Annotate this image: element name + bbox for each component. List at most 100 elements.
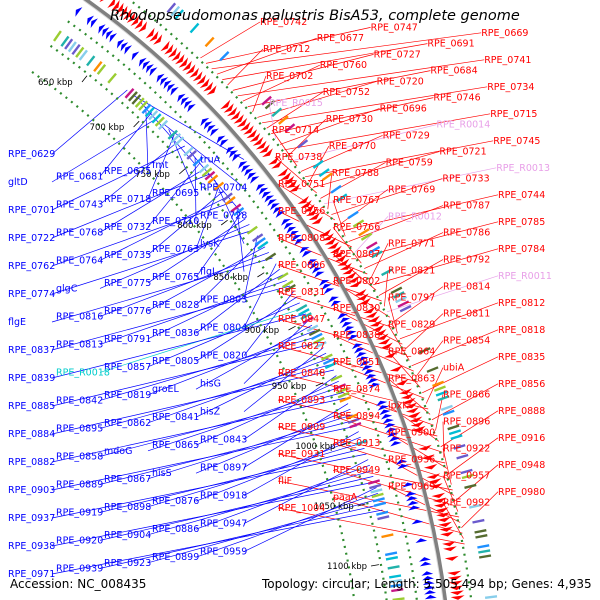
annotation-strip xyxy=(376,510,389,516)
reverse-gene-arrow xyxy=(206,124,216,133)
connector-line xyxy=(51,369,334,435)
gene-label: RPE_0746 xyxy=(433,93,480,104)
forward-gene-arrow xyxy=(400,393,414,399)
gene-label: hisG xyxy=(200,379,221,390)
reverse-gene-arrow xyxy=(219,139,229,148)
kbp-tick-label: 900 kbp xyxy=(245,326,280,336)
reverse-gene-arrow xyxy=(384,423,396,429)
gene-label: RPE_0939 xyxy=(56,563,103,574)
connector-line xyxy=(461,491,499,529)
forward-gene-arrow xyxy=(431,492,446,498)
forward-gene-arrow xyxy=(332,250,345,258)
forward-gene-arrow xyxy=(134,18,144,30)
annotation-strip xyxy=(131,94,142,105)
connector-line xyxy=(51,89,128,155)
connector-line xyxy=(422,356,499,394)
connector-line xyxy=(237,59,485,97)
forward-gene-arrow xyxy=(418,444,432,451)
gene-label: RPE_0807 xyxy=(333,249,380,260)
reverse-gene-arrow xyxy=(294,239,305,246)
annotation-strip xyxy=(75,46,85,58)
gene-label: RPE_0851 xyxy=(333,357,380,368)
gene-label: RPE_0765 xyxy=(152,272,199,283)
annotation-strip xyxy=(141,103,152,115)
connector-line xyxy=(147,190,224,256)
annotation-strip xyxy=(320,353,333,361)
connector-line xyxy=(51,313,307,379)
reverse-gene-arrow xyxy=(314,271,325,278)
accession-text: Accession: NC_008435 xyxy=(10,577,147,591)
gene-label: RPE_0896 xyxy=(443,417,490,428)
connector-line xyxy=(387,351,421,388)
reverse-gene-arrow xyxy=(261,191,272,199)
reverse-gene-arrow xyxy=(319,280,330,287)
gene-label: RPE_R0018 xyxy=(56,367,110,378)
gene-label: RPE_0776 xyxy=(104,306,151,317)
gene-label: RPE_0701 xyxy=(8,205,55,216)
gene-label: RPE_0805 xyxy=(152,356,199,367)
forward-gene-arrow xyxy=(449,585,464,591)
gene-label: RPE_1004 xyxy=(278,503,325,514)
gene-label: RPE_0865 xyxy=(152,440,199,451)
forward-gene-arrow xyxy=(199,78,210,89)
connector-line xyxy=(348,205,444,242)
annotation-strip xyxy=(478,554,492,559)
forward-gene-arrow xyxy=(236,117,248,128)
annotation-strip xyxy=(418,347,431,355)
reverse-gene-arrow xyxy=(369,382,381,389)
gene-label: RPE_0847 xyxy=(278,314,325,325)
kbp-tick-label: 1100 kbp xyxy=(327,562,367,572)
annotation-strip xyxy=(442,409,455,416)
gene-label: fliF xyxy=(278,476,292,487)
annotation-strip xyxy=(64,38,74,50)
annotation-strip xyxy=(330,374,343,382)
connector-line xyxy=(194,157,197,222)
gene-label: RPE_0722 xyxy=(8,233,55,244)
reverse-gene-arrow xyxy=(86,15,94,26)
annotation-strip xyxy=(390,583,403,588)
reverse-gene-arrow xyxy=(90,18,98,28)
gene-label: RPE_0791 xyxy=(104,334,151,345)
annotation-strip xyxy=(312,336,325,345)
reverse-gene-arrow xyxy=(232,153,242,162)
gene-label: RPE_0797 xyxy=(388,292,435,303)
connector-line xyxy=(99,224,250,289)
gene-label: RPE_0884 xyxy=(8,429,55,440)
gene-label: RPE_0814 xyxy=(443,282,490,293)
connector-line xyxy=(300,135,383,172)
annotation-strip xyxy=(389,574,402,579)
connector-line xyxy=(247,70,431,107)
gene-label: RPE_0948 xyxy=(498,460,545,471)
annotation-strip xyxy=(204,170,216,181)
forward-gene-arrow xyxy=(300,200,312,208)
reverse-gene-arrow xyxy=(145,64,154,74)
forward-gene-arrow xyxy=(356,293,369,300)
reverse-gene-arrow xyxy=(166,83,176,93)
annotation-strip xyxy=(321,172,333,182)
forward-gene-arrow xyxy=(358,297,371,305)
reverse-gene-arrow xyxy=(225,146,235,155)
annotation-strip xyxy=(86,55,96,67)
gene-label: RPE_R0011 xyxy=(498,271,552,282)
connector-line xyxy=(99,280,287,345)
annotation-strip xyxy=(207,174,219,185)
gene-label: RPE_0710 xyxy=(152,216,199,227)
gene-label: RPE_0721 xyxy=(439,147,486,158)
reverse-gene-arrow xyxy=(109,33,117,43)
annotation-strip xyxy=(447,424,460,431)
reverse-gene-arrow xyxy=(397,464,409,470)
annotation-strip xyxy=(381,268,393,277)
connector-line xyxy=(99,504,382,569)
connector-line xyxy=(147,330,316,396)
forward-gene-arrow xyxy=(440,531,454,537)
reverse-gene-arrow xyxy=(229,150,239,158)
connector-line xyxy=(399,302,499,340)
connector-line xyxy=(51,173,210,239)
annotation-strip xyxy=(154,116,165,127)
gene-label: RPE_0969 xyxy=(388,481,435,492)
kbp-tick-label: 650 kbp xyxy=(38,78,73,88)
forward-gene-arrow xyxy=(145,27,155,39)
connector-line xyxy=(195,380,339,446)
gene-label: RPE_0738 xyxy=(275,152,322,163)
annotation-strip xyxy=(358,228,370,237)
